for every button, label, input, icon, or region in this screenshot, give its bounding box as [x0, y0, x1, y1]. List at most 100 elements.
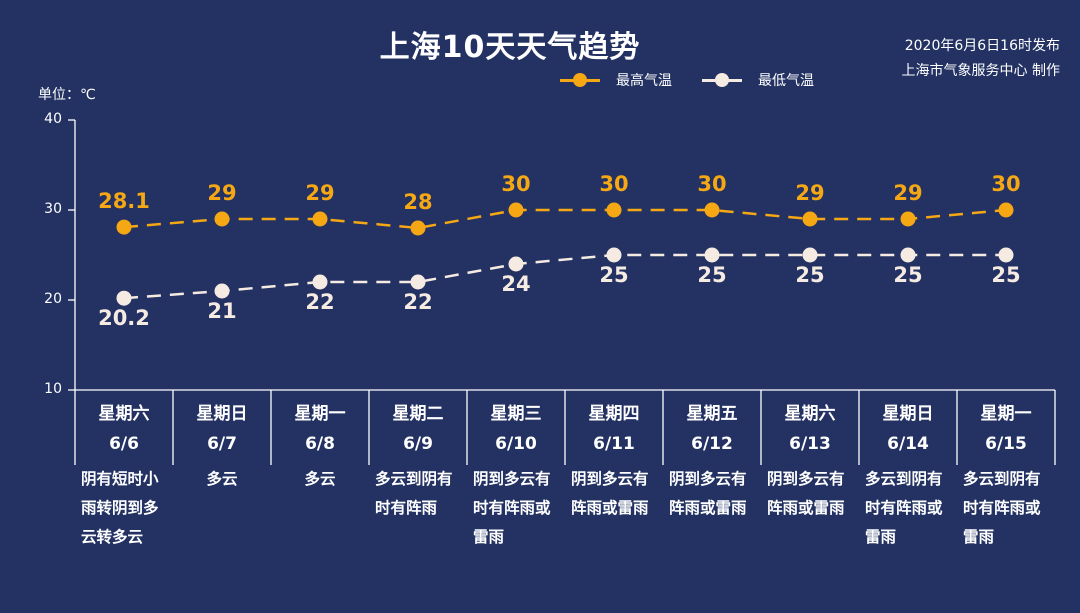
high-value-label: 29 [305, 181, 335, 205]
high-value-label: 28.1 [98, 189, 150, 214]
weather-desc: 多云 [304, 470, 336, 488]
day-header: 星期六 6/13 [761, 392, 859, 465]
weather-desc: 阴有短时小雨转阴到多云转多云 [81, 470, 159, 546]
low-value-label: 22 [305, 290, 335, 314]
data-point[interactable] [410, 220, 426, 236]
low-value-label: 25 [599, 263, 629, 287]
weekday: 星期日 [882, 404, 934, 424]
low-value-label: 21 [207, 299, 237, 323]
data-point[interactable] [998, 247, 1014, 263]
high-value-label: 28 [403, 190, 433, 214]
date: 6/11 [593, 434, 635, 454]
data-point[interactable] [508, 256, 524, 272]
y-tick-10: 10 [44, 381, 62, 397]
high-value-label: 30 [599, 172, 629, 196]
data-point[interactable] [606, 247, 622, 263]
day-header: 星期三 6/10 [467, 392, 565, 465]
data-point[interactable] [802, 211, 818, 227]
publish-info: 2020年6月6日16时发布 上海市气象服务中心 制作 [902, 34, 1060, 84]
weather-desc: 多云到阴有时有阵雨 [375, 470, 453, 517]
legend-item-low[interactable]: 最低气温 [702, 70, 814, 90]
producer: 上海市气象服务中心 制作 [901, 63, 1060, 79]
low-temp-points [116, 247, 1014, 306]
low-value-label: 25 [991, 263, 1021, 287]
weather-desc: 阴到多云有时有阵雨或雷雨 [473, 470, 551, 546]
high-value-label: 30 [501, 172, 531, 196]
date: 6/13 [789, 434, 831, 454]
weekday: 星期四 [588, 404, 640, 424]
data-point[interactable] [802, 247, 818, 263]
high-value-label: 30 [697, 172, 727, 196]
day-header: 星期四 6/11 [565, 392, 663, 465]
weekday: 星期三 [490, 404, 542, 424]
high-temp-points [116, 202, 1014, 236]
weather-desc: 阴到多云有阵雨或雷雨 [669, 470, 747, 517]
data-point[interactable] [116, 290, 132, 306]
high-line-marker-icon [560, 72, 600, 87]
high-temp-line [123, 208, 1007, 230]
low-temp-line [123, 253, 1006, 300]
low-value-label: 22 [403, 290, 433, 314]
weekday: 星期日 [196, 404, 248, 424]
legend-label-high: 最高气温 [616, 73, 672, 89]
high-value-label: 30 [991, 172, 1021, 196]
date: 6/8 [305, 434, 335, 454]
day-header: 星期日 6/14 [859, 392, 957, 465]
low-value-label: 25 [795, 263, 825, 287]
weather-desc: 多云 [206, 470, 238, 488]
weather-desc: 阴到多云有阵雨或雷雨 [571, 470, 649, 517]
data-point[interactable] [508, 202, 524, 218]
data-point[interactable] [312, 274, 328, 290]
low-value-label: 25 [893, 263, 923, 287]
data-point[interactable] [606, 202, 622, 218]
data-point[interactable] [116, 219, 132, 235]
legend-label-low: 最低气温 [758, 73, 814, 89]
data-point[interactable] [900, 211, 916, 227]
data-point[interactable] [704, 247, 720, 263]
legend-item-high[interactable]: 最高气温 [560, 70, 672, 90]
date: 6/9 [403, 434, 433, 454]
high-value-label: 29 [207, 181, 237, 205]
chart-title: 上海10天天气趋势 [379, 30, 641, 65]
weekday: 星期六 [98, 404, 150, 424]
date: 6/7 [207, 434, 237, 454]
day-header: 星期一 6/15 [957, 392, 1055, 465]
publish-time: 2020年6月6日16时发布 [904, 38, 1060, 54]
date: 6/15 [985, 434, 1027, 454]
weekday: 星期二 [392, 404, 444, 424]
data-point[interactable] [704, 202, 720, 218]
day-header: 星期一 6/8 [271, 392, 369, 465]
axes [68, 119, 1056, 465]
date: 6/12 [691, 434, 733, 454]
day-header: 星期五 6/12 [663, 392, 761, 465]
unit-label: 单位：℃ [38, 87, 96, 103]
date: 6/6 [109, 434, 139, 454]
data-point[interactable] [214, 283, 230, 299]
data-point[interactable] [900, 247, 916, 263]
weekday: 星期一 [980, 404, 1032, 424]
data-point[interactable] [312, 211, 328, 227]
low-value-label: 25 [697, 263, 727, 287]
weather-desc: 多云到阴有时有阵雨或雷雨 [963, 470, 1041, 546]
day-header: 星期六 6/6 [75, 392, 173, 465]
legend: 最高气温 最低气温 [560, 70, 844, 90]
date: 6/14 [887, 434, 929, 454]
data-point[interactable] [410, 274, 426, 290]
y-tick-20: 20 [44, 291, 62, 307]
weather-desc: 阴到多云有阵雨或雷雨 [767, 470, 845, 517]
weather-desc: 多云到阴有时有阵雨或雷雨 [865, 470, 943, 546]
y-tick-30: 30 [44, 201, 62, 217]
date: 6/10 [495, 434, 537, 454]
y-tick-40: 40 [44, 111, 62, 127]
data-point[interactable] [998, 202, 1014, 218]
data-point[interactable] [214, 211, 230, 227]
weekday: 星期一 [294, 404, 346, 424]
high-value-label: 29 [893, 181, 923, 205]
low-value-label: 20.2 [98, 306, 150, 331]
low-line-marker-icon [702, 72, 742, 87]
weekday: 星期五 [686, 404, 738, 424]
high-value-label: 29 [795, 181, 825, 205]
day-header: 星期日 6/7 [173, 392, 271, 465]
weekday: 星期六 [784, 404, 836, 424]
